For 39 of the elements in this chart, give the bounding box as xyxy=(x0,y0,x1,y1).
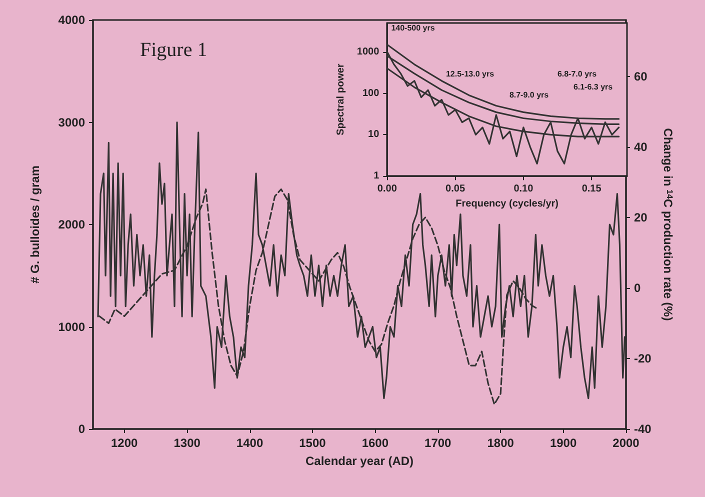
y-axis-title: # G. bulloides / gram xyxy=(28,165,42,284)
x-tick-label: 2000 xyxy=(612,436,640,450)
x-tick-label: 1900 xyxy=(550,436,577,450)
y-tick-label: 0 xyxy=(78,422,86,436)
x-tick-label: 0.10 xyxy=(514,184,534,195)
x-tick-label: 0.00 xyxy=(377,184,398,195)
y2-tick-label: 60 xyxy=(634,69,648,84)
y-tick-label: 4000 xyxy=(58,13,86,27)
y-tick-label: 1000 xyxy=(356,46,380,58)
annotation: 140-500 yrs xyxy=(391,24,436,32)
annotation: 8.7-9.0 yrs xyxy=(509,90,550,100)
y2-axis-title: Change in 14C production rate (%) xyxy=(661,128,676,321)
annotation: 6.1-6.3 yrs xyxy=(573,82,614,92)
y-axis-title: Spectral power xyxy=(336,64,346,136)
y-tick-label: 100 xyxy=(362,88,380,99)
x-tick-label: 1300 xyxy=(174,436,201,450)
annotation: 12.5-13.0 yrs xyxy=(446,70,495,78)
x-tick-label: 1500 xyxy=(299,436,326,450)
y2-tick-label: 20 xyxy=(634,210,648,224)
y-tick-label: 1000 xyxy=(58,320,86,334)
y-tick-label: 1 xyxy=(374,170,380,182)
x-tick-label: 1200 xyxy=(111,436,138,450)
y2-tick-label: -40 xyxy=(634,422,652,436)
annotation: Figure 1 xyxy=(140,39,208,61)
y-tick-label: 3000 xyxy=(58,115,86,130)
y-tick-label: 2000 xyxy=(58,218,86,232)
y2-tick-label: 40 xyxy=(634,140,648,154)
y-tick-label: 10 xyxy=(368,129,380,140)
x-axis-title: Frequency (cycles/yr) xyxy=(456,198,558,210)
x-tick-label: 1700 xyxy=(424,436,452,450)
x-tick-label: 1800 xyxy=(487,436,514,450)
x-tick-label: 1600 xyxy=(362,436,389,450)
y2-tick-label: -20 xyxy=(634,351,652,366)
y2-tick-label: 0 xyxy=(634,280,641,295)
annotation: 6.8-7.0 yrs xyxy=(557,70,598,78)
x-tick-label: 0.15 xyxy=(582,184,602,195)
x-tick-label: 1400 xyxy=(236,436,264,450)
x-axis-title: Calendar year (AD) xyxy=(305,454,414,468)
x-tick-label: 0.05 xyxy=(446,184,466,195)
